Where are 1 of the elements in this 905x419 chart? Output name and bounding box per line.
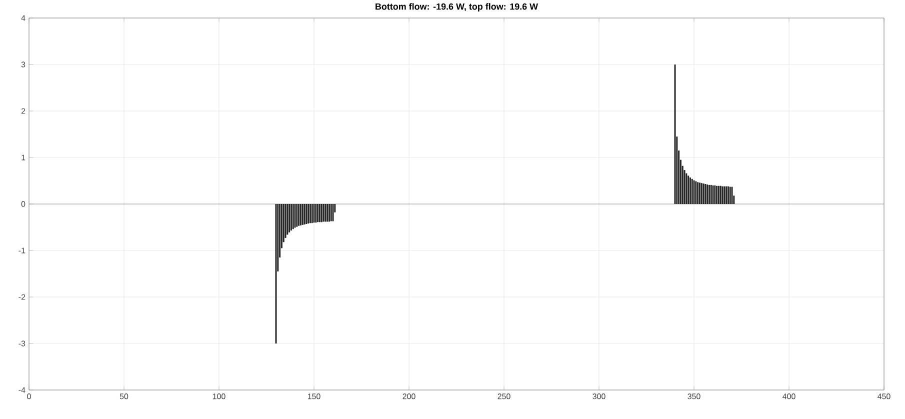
- chart-title: Bottom flow: -19.6 W, top flow: 19.6 W: [376, 3, 538, 12]
